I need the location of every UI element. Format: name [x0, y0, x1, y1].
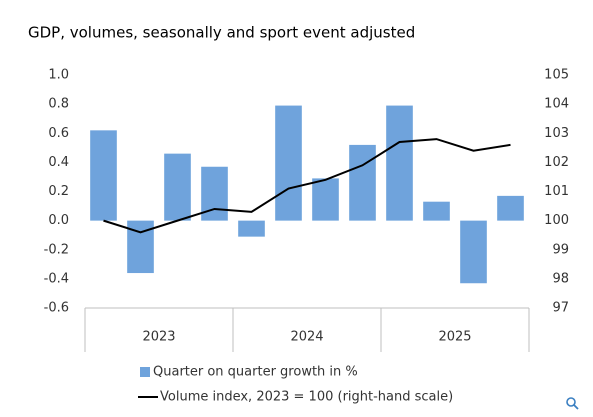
line	[103, 138, 511, 234]
y2-tick-label: 105	[544, 68, 569, 83]
bar	[386, 105, 413, 221]
bar	[164, 153, 191, 221]
legend-label: Volume index, 2023 = 100 (right-hand sca…	[160, 390, 453, 405]
icon-handle	[573, 404, 579, 410]
bar	[349, 144, 376, 221]
y-tick-label: 0.6	[48, 126, 69, 141]
y-tick-label: 1.0	[48, 68, 69, 83]
bar	[312, 178, 339, 221]
y2-tick-label: 104	[544, 97, 569, 112]
y-tick-label: 0.2	[48, 184, 69, 199]
x-group-label: 2023	[142, 330, 175, 345]
bar	[275, 105, 302, 221]
bar	[90, 130, 117, 221]
bar	[497, 195, 524, 221]
y2-tick-label: 97	[552, 301, 569, 316]
y2-tick-label: 100	[544, 213, 569, 228]
x-group-label: 2024	[290, 330, 323, 345]
y-tick-label: 0.8	[48, 97, 69, 112]
y-tick-label: -0.2	[44, 242, 69, 257]
y2-tick-label: 101	[544, 184, 569, 199]
bar	[423, 201, 450, 221]
legend-swatch	[140, 367, 150, 377]
icon-circle	[566, 397, 576, 407]
bar	[460, 220, 487, 284]
y-tick-label: -0.6	[44, 301, 69, 316]
search-icon[interactable]	[566, 397, 579, 410]
y-tick-label: 0.4	[48, 155, 69, 170]
legend-label: Quarter on quarter growth in %	[153, 365, 358, 380]
y-tick-label: 0.0	[48, 213, 69, 228]
bar	[238, 220, 265, 237]
y2-tick-label: 103	[544, 126, 569, 141]
x-group-label: 2025	[438, 330, 471, 345]
y2-tick-label: 98	[552, 271, 569, 286]
y2-tick-label: 99	[552, 242, 569, 257]
y-tick-label: -0.4	[44, 271, 69, 286]
y2-tick-label: 102	[544, 155, 569, 170]
chart-title: GDP, volumes, seasonally and sport event…	[28, 24, 415, 42]
